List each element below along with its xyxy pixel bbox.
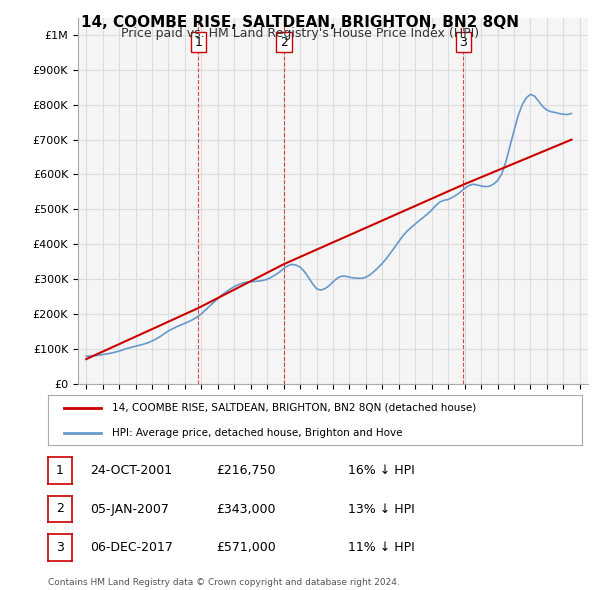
Text: 14, COOMBE RISE, SALTDEAN, BRIGHTON, BN2 8QN (detached house): 14, COOMBE RISE, SALTDEAN, BRIGHTON, BN2… — [112, 403, 476, 413]
Text: 3: 3 — [56, 540, 64, 554]
Text: 2: 2 — [56, 502, 64, 516]
Text: 1: 1 — [194, 35, 202, 48]
Text: 05-JAN-2007: 05-JAN-2007 — [90, 503, 169, 516]
Text: 11% ↓ HPI: 11% ↓ HPI — [348, 541, 415, 554]
Text: 24-OCT-2001: 24-OCT-2001 — [90, 464, 172, 477]
Text: 16% ↓ HPI: 16% ↓ HPI — [348, 464, 415, 477]
Text: 14, COOMBE RISE, SALTDEAN, BRIGHTON, BN2 8QN: 14, COOMBE RISE, SALTDEAN, BRIGHTON, BN2… — [81, 15, 519, 30]
Text: Contains HM Land Registry data © Crown copyright and database right 2024.: Contains HM Land Registry data © Crown c… — [48, 578, 400, 587]
Text: £343,000: £343,000 — [216, 503, 275, 516]
Text: 2: 2 — [280, 35, 288, 48]
Text: 06-DEC-2017: 06-DEC-2017 — [90, 541, 173, 554]
Text: £571,000: £571,000 — [216, 541, 276, 554]
Text: HPI: Average price, detached house, Brighton and Hove: HPI: Average price, detached house, Brig… — [112, 428, 403, 438]
Text: Price paid vs. HM Land Registry's House Price Index (HPI): Price paid vs. HM Land Registry's House … — [121, 27, 479, 40]
Text: 13% ↓ HPI: 13% ↓ HPI — [348, 503, 415, 516]
Text: 1: 1 — [56, 464, 64, 477]
Text: £216,750: £216,750 — [216, 464, 275, 477]
Text: 3: 3 — [460, 35, 467, 48]
